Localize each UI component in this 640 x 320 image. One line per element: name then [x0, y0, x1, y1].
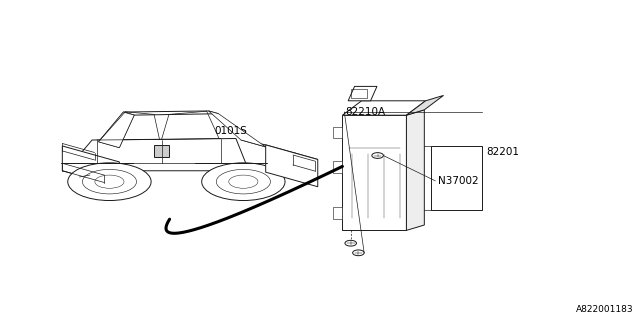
- Bar: [342, 115, 406, 230]
- Polygon shape: [99, 112, 134, 148]
- Polygon shape: [124, 111, 218, 115]
- Polygon shape: [406, 110, 424, 230]
- Polygon shape: [342, 101, 426, 115]
- Text: N37002: N37002: [438, 176, 479, 186]
- Bar: [333, 207, 342, 219]
- Bar: [333, 127, 342, 138]
- Text: 82210A: 82210A: [346, 107, 386, 117]
- Ellipse shape: [68, 163, 151, 201]
- Text: A822001183: A822001183: [576, 305, 634, 314]
- Text: 82201: 82201: [486, 147, 520, 157]
- Polygon shape: [266, 147, 317, 159]
- Polygon shape: [99, 112, 134, 148]
- Polygon shape: [209, 111, 266, 147]
- Circle shape: [372, 153, 383, 158]
- Polygon shape: [266, 145, 317, 187]
- Ellipse shape: [202, 163, 285, 201]
- Bar: [154, 145, 169, 157]
- Circle shape: [345, 240, 356, 246]
- Bar: [351, 89, 367, 98]
- Bar: [333, 161, 342, 173]
- Polygon shape: [406, 95, 444, 115]
- Polygon shape: [241, 140, 298, 154]
- Polygon shape: [62, 139, 260, 171]
- Bar: [431, 146, 482, 210]
- Circle shape: [353, 250, 364, 256]
- Polygon shape: [62, 146, 119, 187]
- Polygon shape: [348, 86, 377, 101]
- Text: 0101S: 0101S: [214, 126, 247, 136]
